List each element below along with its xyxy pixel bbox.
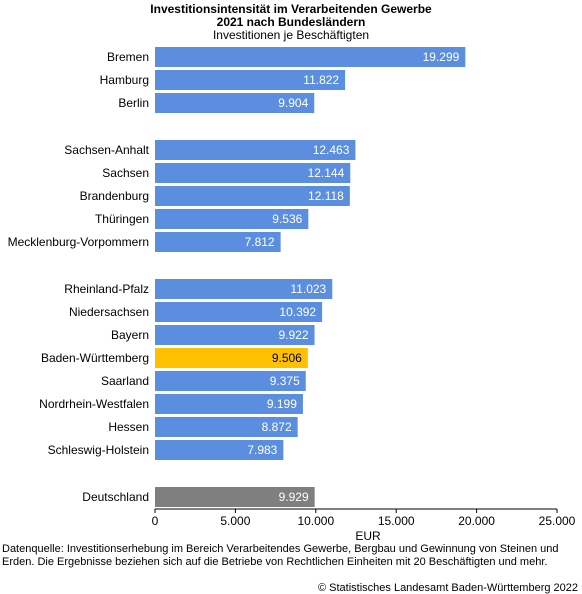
category-label: Saarland [101,374,149,388]
category-label: Mecklenburg-Vorpommern [8,235,149,249]
category-label: Niedersachsen [69,305,149,319]
value-label: 9.904 [278,96,308,110]
chart-subtitle: Investitionen je Beschäftigten [212,28,370,42]
value-label: 7.983 [247,443,277,457]
bar-saarland [155,371,306,391]
bar-sachsen-anhalt [155,140,356,160]
value-label: 12.463 [313,143,350,157]
category-label: Nordrhein-Westfalen [39,397,149,411]
category-label: Berlin [118,96,149,110]
bar-hessen [155,417,298,437]
value-label: 9.199 [267,397,297,411]
category-label: Hessen [108,420,149,434]
x-tick-label: 0 [152,514,159,528]
bar-hamburg [155,70,346,90]
value-label: 11.023 [290,282,326,296]
x-axis-title: EUR [355,529,381,543]
chart-title-line1: Investitionsintensität im Verarbeitenden… [150,2,432,16]
x-tick-label: 20.000 [458,514,495,528]
value-label: 9.929 [279,490,309,504]
value-label: 11.822 [303,73,339,87]
bar-schleswig-holstein [155,440,284,460]
chart-title-line2: 2021 nach Bundesländern [216,15,366,29]
value-label: 7.812 [245,235,275,249]
category-label: Baden-Württemberg [41,351,149,365]
x-tick-label: 25.000 [539,514,576,528]
category-label: Rheinland-Pfalz [64,282,149,296]
category-label: Hamburg [100,73,149,87]
bar-baden-w-rttemberg [155,348,308,368]
value-label: 10.392 [279,305,316,319]
bar-berlin [155,93,315,113]
category-label: Schleswig-Holstein [48,443,149,457]
bar-nordrhein-westfalen [155,394,303,414]
value-label: 9.506 [272,351,302,365]
bar-rheinland-pfalz [155,279,333,299]
x-tick-label: 5.000 [220,514,250,528]
bar-th-ringen [155,209,309,229]
copyright-note: © Statistisches Landesamt Baden-Württemb… [317,582,578,594]
bar-mecklenburg-vorpommern [155,232,281,252]
category-label: Bremen [107,50,149,64]
bar-bayern [155,325,315,345]
value-label: 12.144 [308,166,345,180]
category-label: Sachsen [102,166,149,180]
x-tick-label: 10.000 [297,514,334,528]
category-label: Sachsen-Anhalt [64,143,149,157]
category-label: Deutschland [82,490,149,504]
category-label: Brandenburg [80,189,149,203]
value-label: 9.375 [270,374,300,388]
category-label: Thüringen [95,212,149,226]
value-label: 19.299 [423,50,460,64]
value-label: 9.536 [272,212,302,226]
bar-sachsen [155,163,351,183]
value-label: 9.922 [279,328,309,342]
x-tick-label: 15.000 [378,514,415,528]
bar-niedersachsen [155,302,323,322]
category-label: Bayern [111,328,149,342]
value-label: 8.872 [262,420,292,434]
bar-brandenburg [155,186,350,206]
bar-deutschland [155,487,315,507]
source-note: Datenquelle: Investitionserhebung im Ber… [2,543,559,568]
bar-chart: Bremen 19.299 Hamburg 11.822 Berlin 9.904 Sach… [8,47,576,543]
bar-bremen [155,47,466,67]
value-label: 12.118 [308,189,344,203]
